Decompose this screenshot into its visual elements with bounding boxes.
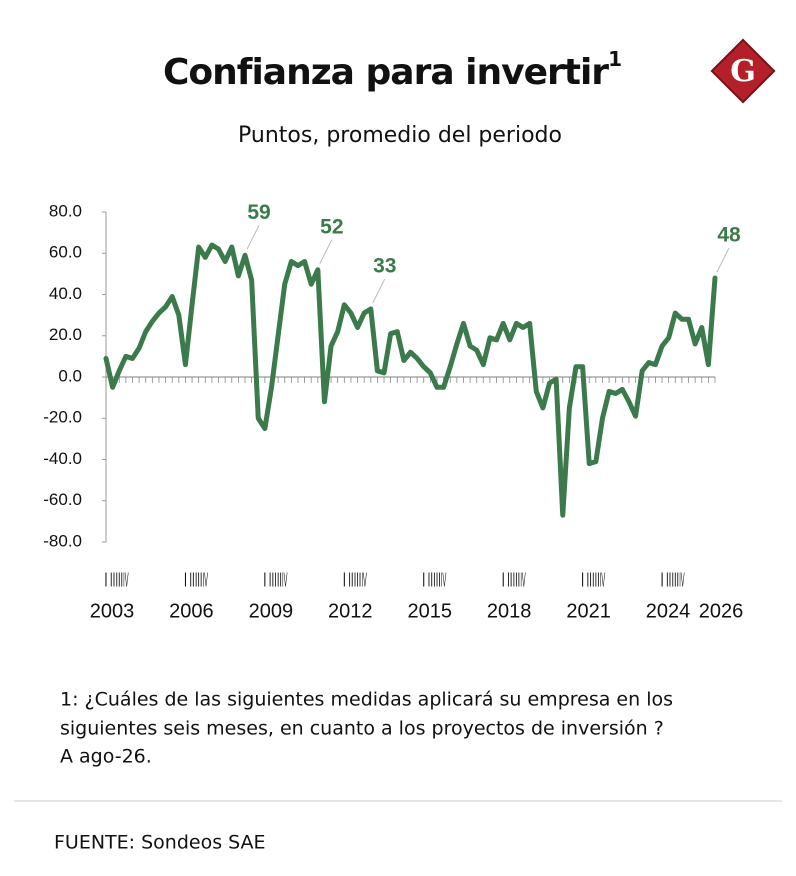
y-tick-label: 80.0 — [49, 201, 82, 220]
y-tick-label: -40.0 — [43, 449, 82, 468]
plot: 80.0 60.0 40.0 20.0 0.0 -20.0 -40.0 -60.0 -80.0 I… — [43, 201, 743, 622]
x-tick-label: IV — [361, 569, 367, 591]
x-tick-label: IV — [441, 569, 447, 591]
y-tick-label: 20.0 — [49, 325, 82, 344]
line-series — [103, 242, 718, 518]
year-label: 2024 — [646, 600, 691, 622]
chart-subtitle: Puntos, promedio del periodo — [238, 123, 562, 148]
logo: G — [710, 38, 776, 104]
data-label: 33 — [373, 254, 396, 277]
x-tick-label: I — [263, 569, 266, 591]
title-note-mark: 1 — [608, 47, 621, 71]
x-tick-label: III — [592, 569, 600, 591]
y-tick-label: -80.0 — [43, 531, 82, 550]
x-tick-label: III — [433, 569, 441, 591]
x-tick-label: I — [184, 569, 187, 591]
x-tick-label: III — [274, 569, 282, 591]
year-label: 2009 — [249, 600, 294, 622]
year-label: 2018 — [487, 600, 532, 622]
x-tick-label: I — [104, 569, 107, 591]
x-tick-label: II — [189, 569, 194, 591]
data-label: 59 — [247, 201, 270, 224]
y-tick-label: 40.0 — [49, 284, 82, 303]
x-tick-label: IV — [282, 569, 288, 591]
x-tick-label: IV — [520, 569, 526, 591]
y-tick-label: 0.0 — [58, 366, 82, 385]
data-label: 52 — [320, 215, 343, 238]
year-label: 2015 — [407, 600, 452, 622]
x-tick-label: II — [428, 569, 433, 591]
x-tick-label: I — [660, 569, 663, 591]
x-tick-label: I — [502, 569, 505, 591]
y-tick-label: -20.0 — [43, 408, 82, 427]
leader-line — [246, 225, 260, 250]
y-tick-label: -60.0 — [43, 490, 82, 509]
x-tick-label: IV — [123, 569, 129, 591]
x-tick-label: I — [422, 569, 425, 591]
x-tick-label: III — [115, 569, 123, 591]
footnote-line: A ago-26. — [60, 746, 152, 768]
x-tick-label: II — [666, 569, 671, 591]
x-tick-label: II — [348, 569, 353, 591]
data-label: 48 — [717, 224, 741, 247]
x-tick-label: IV — [679, 569, 685, 591]
x-tick-label: II — [269, 569, 274, 591]
x-tick-label: III — [195, 569, 203, 591]
footnote-line: 1: ¿Cuáles de las siguientes medidas apl… — [60, 689, 673, 711]
x-tick-label: I — [581, 569, 584, 591]
leader-line — [716, 247, 730, 273]
logo-diamond — [710, 38, 776, 104]
x-tick-label: IV — [203, 569, 209, 591]
leader-line — [319, 239, 333, 264]
year-label: 2003 — [90, 600, 135, 622]
x-tick-label: III — [354, 569, 362, 591]
year-label: 2006 — [169, 600, 214, 622]
source: FUENTE: Sondeos SAE — [54, 832, 266, 854]
title-text: Confianza para invertir — [163, 52, 609, 93]
year-label: 2012 — [328, 600, 373, 622]
x-tick-label: II — [587, 569, 592, 591]
x-tick-label: I — [343, 569, 346, 591]
x-tick-label: III — [671, 569, 679, 591]
y-tick-label: 60.0 — [49, 243, 82, 262]
chart-title: Confianza para invertir1 — [163, 47, 621, 94]
logo-letter: G — [730, 54, 756, 89]
x-tick-label: II — [110, 569, 115, 591]
year-label: 2021 — [566, 600, 611, 622]
x-tick-label: IV — [600, 569, 606, 591]
x-tick-label: II — [507, 569, 512, 591]
leader-line — [372, 278, 386, 304]
footnote-line: siguientes seis meses, en cuanto a los p… — [60, 718, 664, 740]
year-label: 2026 — [699, 600, 744, 622]
x-tick-label: III — [513, 569, 521, 591]
